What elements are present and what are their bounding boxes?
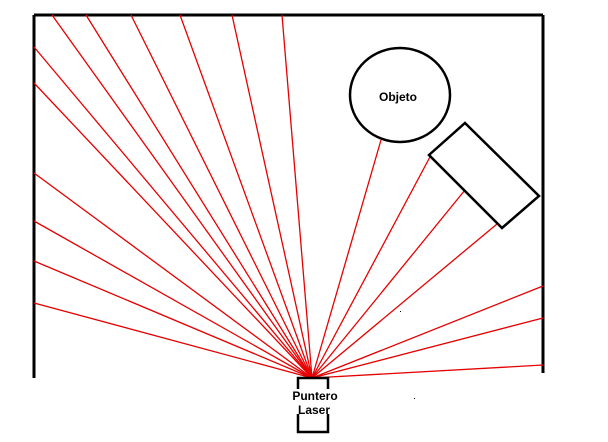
laser-beam [33,172,313,379]
laser-beam [33,302,313,379]
laser-beam [311,317,544,379]
laser-beam [311,285,544,379]
laser-beam [311,154,432,379]
laser-beam [51,14,313,379]
laser-beams [33,14,544,379]
laser-beam [179,14,313,379]
laser-pointer-body [296,376,330,434]
speck [414,398,415,399]
object-circle: Objeto [348,46,452,144]
room-walls [32,13,545,378]
laser-beam [33,46,313,379]
obstacle-box [427,121,541,230]
laser-pointer: Puntero Laser [292,376,338,434]
object-outline [348,46,452,144]
object-label: Objeto [379,90,417,104]
laser-beam [130,14,313,379]
laser-pointer-label-line1: Puntero [292,389,337,403]
laser-beam [85,14,313,379]
laser-beam [311,223,498,379]
laser-beam [281,14,313,379]
laser-beam [311,139,382,379]
laser-beam [33,82,313,379]
laser-beam [231,14,313,379]
laser-pointer-label-line2: Laser [298,403,330,417]
laser-beam [33,220,313,379]
laser-beam [311,364,544,379]
laser-beam [311,189,466,379]
laser-beam [33,260,313,379]
speck [400,311,401,312]
